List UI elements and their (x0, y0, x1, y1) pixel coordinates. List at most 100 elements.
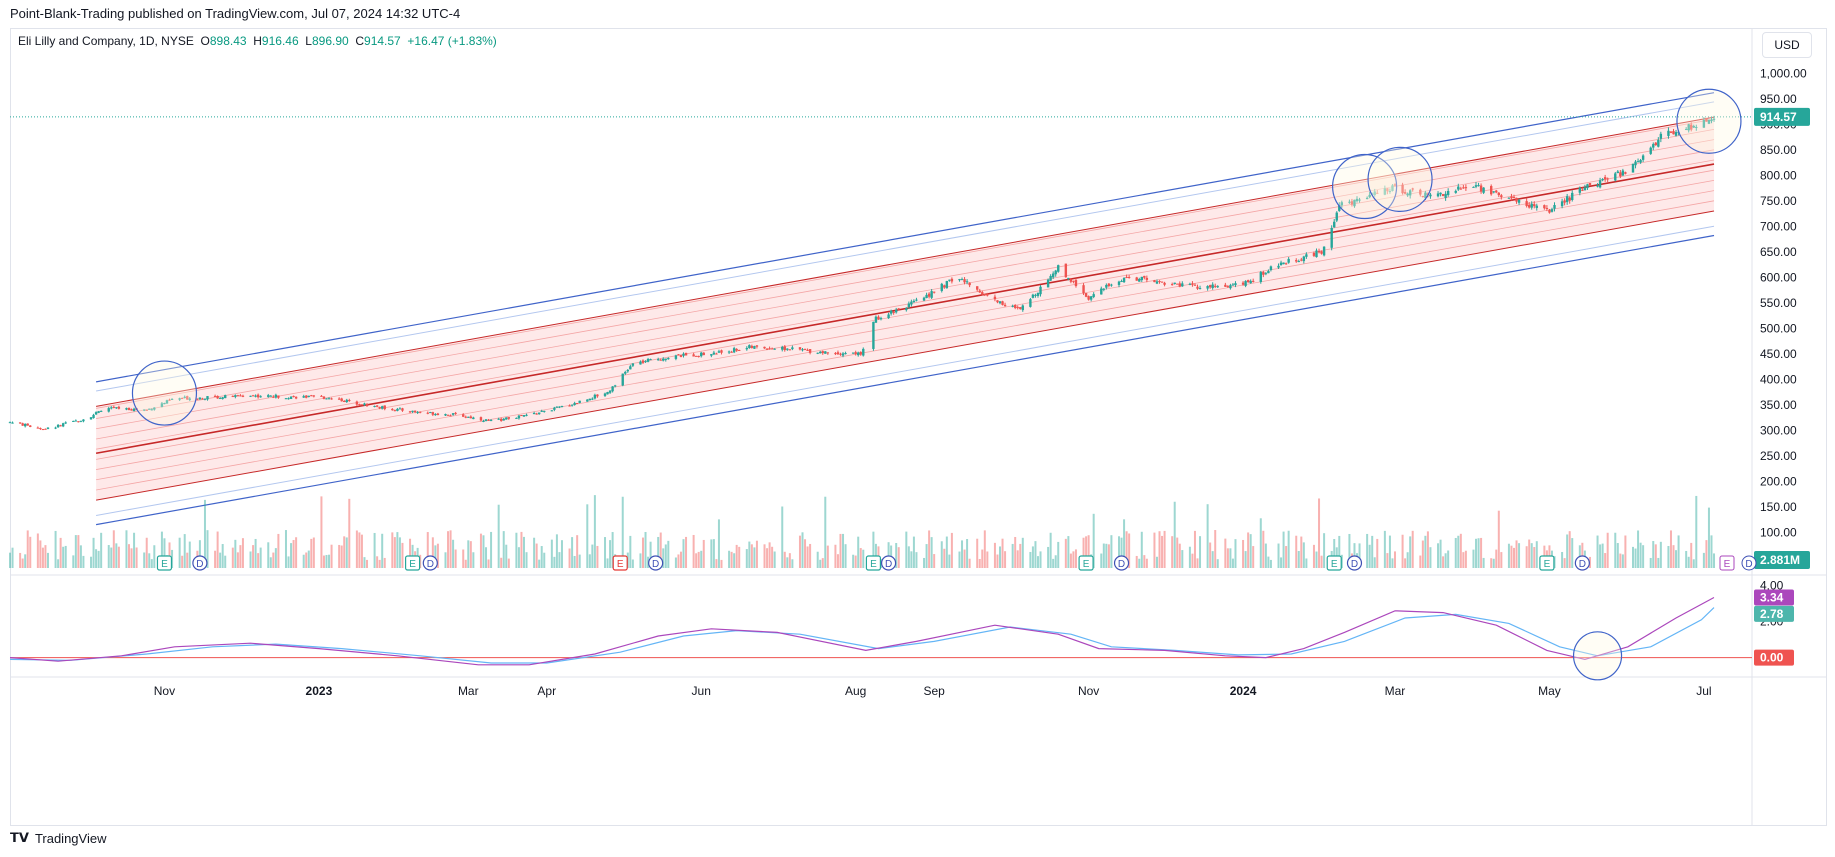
candle-body (679, 355, 683, 357)
volume-bar (54, 530, 57, 568)
candle-body (1335, 212, 1338, 221)
volume-bar (593, 495, 596, 568)
volume-bar (750, 544, 753, 568)
volume-bar (320, 496, 323, 568)
volume-bar (472, 552, 475, 568)
volume-badge (1754, 551, 1810, 569)
candle-body (1277, 265, 1280, 268)
volume-bar (343, 536, 346, 568)
volume-bar (1135, 555, 1138, 568)
time-tick-label: Apr (537, 684, 556, 698)
volume-bar (277, 533, 280, 568)
candle-body (965, 281, 969, 283)
volume-bar (125, 530, 128, 568)
candle-body (826, 352, 830, 354)
candle-body (950, 278, 954, 282)
candle-body (1196, 286, 1199, 289)
candle-body (1087, 296, 1090, 300)
candle-body (1571, 192, 1574, 200)
volume-bar (1085, 536, 1088, 568)
candle-body (29, 425, 32, 427)
candle-body (482, 420, 485, 422)
volume-bar (1512, 547, 1515, 568)
volume-bar (360, 534, 363, 568)
candle-body (178, 398, 181, 400)
candle-body (662, 358, 665, 361)
candle-body (436, 413, 440, 416)
candle-body (1690, 124, 1693, 130)
volume-bar (186, 552, 189, 568)
channel-inner-line (96, 149, 1715, 440)
volume-bar (766, 548, 769, 568)
volume-bar (1021, 537, 1024, 568)
candle-body (781, 346, 784, 350)
volume-bar (1510, 545, 1513, 568)
candle-body (1497, 192, 1501, 196)
volume-bar (1100, 553, 1103, 568)
volume-bar (393, 537, 396, 568)
volume-bar (1639, 542, 1642, 568)
candle-body (1424, 192, 1427, 198)
annotation-circle (1676, 88, 1742, 154)
volume-bar (963, 549, 966, 568)
volume-bar (1530, 543, 1533, 568)
candle-body (550, 410, 554, 412)
volume-bar (436, 543, 439, 568)
candle-body (983, 294, 987, 296)
candle-body (1624, 172, 1627, 174)
volume-bar (809, 543, 812, 568)
candle-body (1634, 161, 1637, 166)
price-tick-label: 150.00 (1760, 500, 1797, 514)
volume-bar (1563, 558, 1566, 568)
volume-bar (1011, 543, 1014, 568)
volume-bar (1657, 557, 1660, 568)
volume-bar (667, 540, 670, 568)
candle-body (254, 395, 257, 397)
candle-body (56, 424, 60, 428)
candle-body (294, 396, 298, 399)
candle-body (1135, 277, 1138, 281)
volume-bar (378, 559, 381, 568)
candle-body (1069, 279, 1073, 282)
volume-bar (1439, 539, 1442, 568)
dividend-marker-icon (1574, 555, 1590, 571)
volume-bar (791, 559, 794, 568)
candle-body (1373, 191, 1376, 196)
candle-body (497, 418, 500, 420)
volume-bar (1393, 551, 1396, 568)
earnings-marker-label: E (1544, 559, 1551, 570)
volume-bar (1178, 543, 1181, 568)
candle-body (1170, 284, 1174, 286)
volume-bar (1507, 543, 1510, 568)
candle-body (560, 406, 564, 408)
volume-bar (1074, 549, 1077, 568)
candle-body (1074, 280, 1078, 287)
volume-bar (284, 530, 287, 568)
candle-body (1510, 196, 1513, 199)
volume-bar (214, 550, 217, 568)
candle-body (484, 419, 488, 422)
candle-body (1550, 209, 1554, 212)
volume-bar (1444, 553, 1447, 568)
volume-bar (143, 552, 146, 568)
time-tick-label: Mar (458, 684, 479, 698)
candle-body (188, 398, 191, 400)
candle-body (768, 348, 771, 350)
candle-body (89, 417, 93, 420)
volume-bar (1199, 536, 1202, 568)
currency-button[interactable]: USD (1762, 32, 1812, 58)
candle-body (555, 406, 559, 408)
candle-body (857, 352, 860, 356)
volume-bar (153, 545, 156, 568)
candle-body (986, 293, 989, 296)
candle-body (1234, 283, 1237, 286)
close-value: 914.57 (364, 34, 401, 48)
volume-bar (1138, 558, 1141, 568)
channel-inner-line (96, 169, 1715, 460)
volume-bar (1264, 543, 1267, 568)
candle-body (803, 348, 807, 350)
volume-bar (993, 542, 996, 568)
volume-bar (1687, 556, 1690, 568)
volume-bar (1373, 557, 1376, 568)
